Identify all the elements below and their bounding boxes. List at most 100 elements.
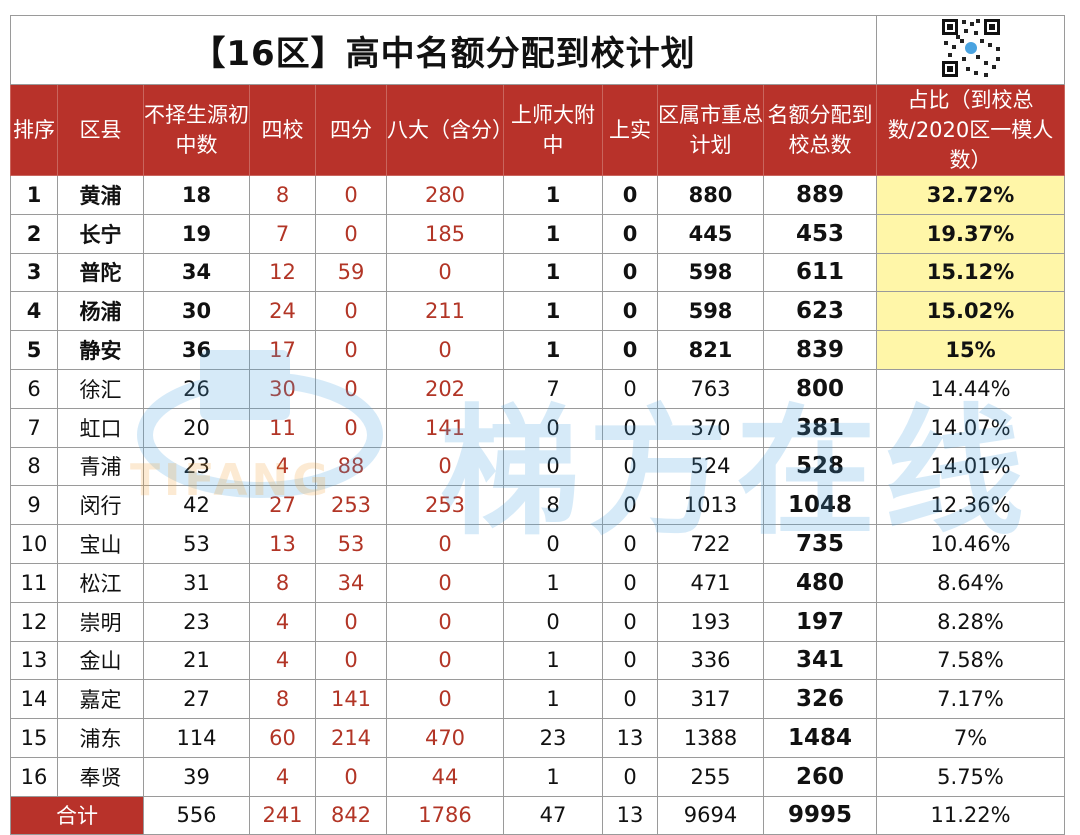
cell-eight-big: 0 — [386, 446, 504, 487]
summary-cell: 13 — [602, 795, 658, 835]
cell-shangshi: 0 — [602, 213, 658, 254]
header-four-branches: 四分 — [315, 84, 387, 176]
cell-shnu-affiliated: 0 — [503, 601, 603, 642]
summary-cell: 241 — [249, 795, 316, 835]
cell-shangshi: 0 — [602, 679, 658, 720]
cell-shnu-affiliated: 1 — [503, 756, 603, 797]
cell-district: 徐汇 — [57, 368, 144, 409]
cell-district: 长宁 — [57, 213, 144, 254]
cell-ratio: 7.17% — [876, 679, 1066, 720]
cell-middle-schools: 26 — [143, 368, 250, 409]
cell-middle-schools: 18 — [143, 175, 250, 215]
cell-four-schools: 4 — [249, 446, 316, 487]
cell-ratio: 5.75% — [876, 756, 1066, 797]
table-row: 7 虹口 20 11 0 141 0 0 370 381 14.07% — [10, 407, 1066, 448]
cell-four-schools: 8 — [249, 562, 316, 603]
cell-shangshi: 0 — [602, 330, 658, 370]
cell-shangshi: 0 — [602, 446, 658, 487]
table-row: 13 金山 21 4 0 0 1 0 336 341 7.58% — [10, 640, 1066, 681]
cell-district-plan: 255 — [657, 756, 764, 797]
cell-shangshi: 0 — [602, 291, 658, 332]
cell-shnu-affiliated: 1 — [503, 252, 603, 293]
cell-eight-big: 0 — [386, 601, 504, 642]
cell-middle-schools: 30 — [143, 291, 250, 332]
cell-eight-big: 470 — [386, 718, 504, 758]
cell-district: 浦东 — [57, 718, 144, 758]
table-body: 1 黄浦 18 8 0 280 1 0 880 889 32.72% 2 长宁 19 7 0 185 1 0 445 4… — [10, 175, 1066, 797]
header-shnu-affiliated: 上师大附中 — [503, 84, 603, 176]
cell-district-plan: 524 — [657, 446, 764, 487]
cell-district: 嘉定 — [57, 679, 144, 720]
cell-district: 闵行 — [57, 485, 144, 526]
cell-middle-schools: 23 — [143, 601, 250, 642]
cell-district-plan: 598 — [657, 252, 764, 293]
cell-shnu-affiliated: 1 — [503, 679, 603, 720]
cell-district-plan: 471 — [657, 562, 764, 603]
cell-four-branches: 53 — [315, 524, 387, 564]
cell-rank: 9 — [10, 485, 58, 526]
plan-table-container: 【16区】高中名额分配到校计划 — [9, 15, 1066, 835]
cell-ratio: 12.36% — [876, 485, 1066, 526]
cell-quota-total: 326 — [762, 679, 878, 720]
cell-eight-big: 0 — [386, 640, 504, 681]
cell-district-plan: 336 — [657, 640, 764, 681]
cell-shangshi: 0 — [602, 407, 658, 448]
cell-four-branches: 0 — [315, 213, 387, 254]
cell-middle-schools: 42 — [143, 485, 250, 526]
summary-cell: 47 — [503, 795, 603, 835]
cell-district-plan: 880 — [657, 175, 764, 215]
cell-quota-total: 623 — [762, 291, 878, 332]
cell-four-schools: 4 — [249, 756, 316, 797]
cell-shnu-affiliated: 0 — [503, 446, 603, 487]
cell-four-branches: 0 — [315, 330, 387, 370]
cell-quota-total: 839 — [762, 330, 878, 370]
cell-four-schools: 30 — [249, 368, 316, 409]
summary-cell: 842 — [315, 795, 387, 835]
cell-quota-total: 611 — [762, 252, 878, 293]
cell-eight-big: 0 — [386, 524, 504, 564]
table-row: 1 黄浦 18 8 0 280 1 0 880 889 32.72% — [10, 175, 1066, 215]
cell-rank: 1 — [10, 175, 58, 215]
cell-four-schools: 13 — [249, 524, 316, 564]
cell-district: 金山 — [57, 640, 144, 681]
cell-rank: 6 — [10, 368, 58, 409]
header-rank: 排序 — [10, 84, 58, 176]
cell-shnu-affiliated: 0 — [503, 524, 603, 564]
cell-district-plan: 370 — [657, 407, 764, 448]
cell-four-schools: 27 — [249, 485, 316, 526]
cell-middle-schools: 36 — [143, 330, 250, 370]
table-row: 4 杨浦 30 24 0 211 1 0 598 623 15.02% — [10, 291, 1066, 332]
cell-rank: 15 — [10, 718, 58, 758]
cell-four-branches: 0 — [315, 368, 387, 409]
cell-shnu-affiliated: 23 — [503, 718, 603, 758]
cell-district-plan: 1013 — [657, 485, 764, 526]
cell-rank: 12 — [10, 601, 58, 642]
cell-rank: 16 — [10, 756, 58, 797]
cell-ratio: 15.12% — [876, 252, 1066, 293]
cell-middle-schools: 19 — [143, 213, 250, 254]
cell-quota-total: 800 — [762, 368, 878, 409]
cell-district-plan: 821 — [657, 330, 764, 370]
cell-four-branches: 88 — [315, 446, 387, 487]
cell-middle-schools: 34 — [143, 252, 250, 293]
cell-shangshi: 0 — [602, 524, 658, 564]
cell-ratio: 8.28% — [876, 601, 1066, 642]
cell-district-plan: 445 — [657, 213, 764, 254]
cell-quota-total: 1484 — [762, 718, 878, 758]
cell-eight-big: 0 — [386, 330, 504, 370]
header-four-schools: 四校 — [249, 84, 316, 176]
cell-eight-big: 141 — [386, 407, 504, 448]
cell-middle-schools: 21 — [143, 640, 250, 681]
cell-eight-big: 202 — [386, 368, 504, 409]
cell-shangshi: 0 — [602, 640, 658, 681]
cell-four-branches: 214 — [315, 718, 387, 758]
cell-middle-schools: 20 — [143, 407, 250, 448]
cell-four-schools: 12 — [249, 252, 316, 293]
summary-cell: 1786 — [386, 795, 504, 835]
cell-eight-big: 44 — [386, 756, 504, 797]
table-row: 2 长宁 19 7 0 185 1 0 445 453 19.37% — [10, 213, 1066, 254]
cell-quota-total: 889 — [762, 175, 878, 215]
cell-four-schools: 24 — [249, 291, 316, 332]
cell-ratio: 7.58% — [876, 640, 1066, 681]
table-row: 16 奉贤 39 4 0 44 1 0 255 260 5.75% — [10, 756, 1066, 797]
